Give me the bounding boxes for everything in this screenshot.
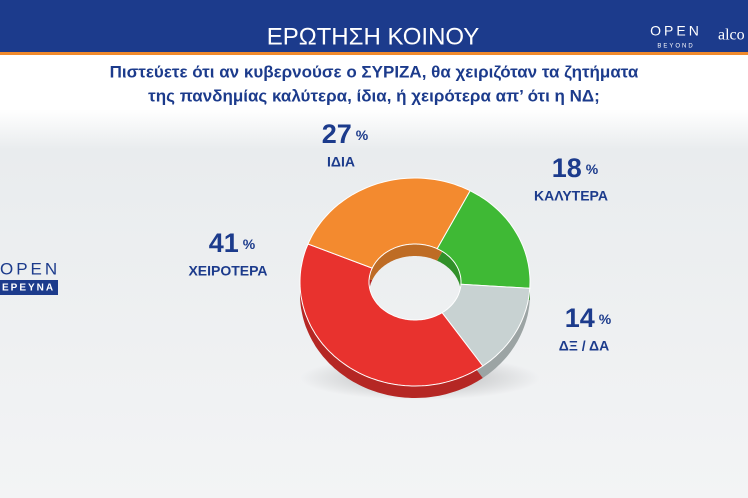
value-number: 41 [209, 228, 239, 258]
logo-text: ΕΡΕΥΝΑ [2, 283, 55, 294]
logo-text: OPEN [0, 259, 60, 278]
category-label: ΙΔΙΑ [327, 154, 355, 170]
category-label: ΧΕΙΡΟΤΕΡΑ [188, 263, 267, 279]
value-label: 14% [565, 303, 612, 333]
header-bar [0, 0, 748, 52]
subtitle: της πανδημίας καλύτερα, ίδια, ή χειρότερ… [148, 86, 600, 105]
value-unit: % [243, 236, 256, 252]
value-label: 27% [322, 119, 369, 149]
value-number: 18 [552, 153, 582, 183]
logo-text: BEYOND [657, 44, 694, 50]
value-label: 18% [552, 153, 599, 183]
logo-text: OPEN [650, 23, 702, 39]
value-label: 41% [209, 228, 256, 258]
value-unit: % [356, 127, 369, 143]
logo-box [0, 280, 58, 295]
category-label: ΔΞ / ΔΑ [559, 338, 609, 354]
category-label: ΚΑΛΥΤΕΡΑ [534, 188, 608, 204]
value-unit: % [586, 161, 599, 177]
subtitle: Πιστεύετε ότι αν κυβερνούσε ο ΣΥΡΙΖΑ, θα… [110, 62, 639, 81]
logo-text: alco [718, 27, 745, 44]
value-number: 14 [565, 303, 595, 333]
header-rule [0, 52, 748, 55]
value-unit: % [599, 311, 612, 327]
chart-title: ΕΡΩΤΗΣΗ ΚΟΙΝΟΥ [267, 23, 480, 50]
slice [307, 177, 471, 269]
value-number: 27 [322, 119, 352, 149]
